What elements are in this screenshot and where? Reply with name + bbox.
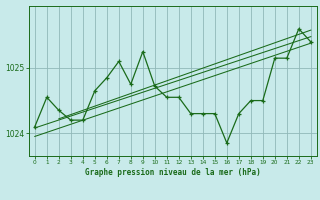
X-axis label: Graphe pression niveau de la mer (hPa): Graphe pression niveau de la mer (hPa) (85, 168, 261, 177)
